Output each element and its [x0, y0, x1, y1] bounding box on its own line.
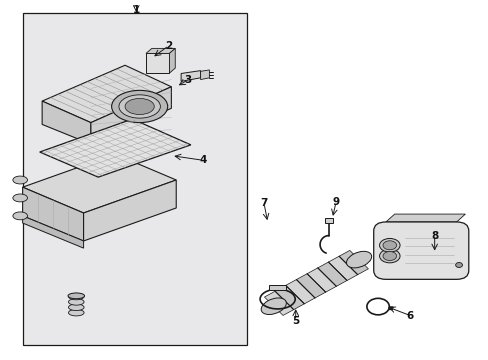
Ellipse shape [346, 251, 371, 268]
Polygon shape [317, 262, 346, 286]
FancyBboxPatch shape [373, 222, 468, 279]
Polygon shape [200, 70, 209, 80]
Polygon shape [268, 285, 286, 290]
Ellipse shape [379, 238, 399, 252]
Polygon shape [22, 13, 246, 345]
Text: 3: 3 [184, 75, 192, 85]
Ellipse shape [455, 262, 462, 267]
Ellipse shape [13, 176, 27, 184]
Text: 4: 4 [199, 155, 206, 165]
Ellipse shape [379, 249, 399, 263]
Polygon shape [146, 53, 169, 73]
Ellipse shape [125, 98, 154, 114]
Ellipse shape [119, 95, 160, 118]
Polygon shape [285, 279, 314, 304]
Ellipse shape [68, 293, 84, 300]
Ellipse shape [261, 298, 286, 315]
Ellipse shape [13, 194, 27, 202]
Ellipse shape [68, 310, 84, 316]
Text: 9: 9 [332, 197, 339, 207]
Ellipse shape [111, 90, 167, 123]
Polygon shape [181, 71, 200, 81]
Polygon shape [169, 48, 175, 73]
Ellipse shape [68, 304, 84, 311]
Ellipse shape [68, 299, 84, 305]
Polygon shape [306, 268, 336, 292]
Polygon shape [275, 285, 304, 310]
Text: 5: 5 [291, 316, 299, 325]
Ellipse shape [68, 293, 84, 299]
Polygon shape [385, 214, 465, 222]
Polygon shape [40, 119, 190, 177]
Polygon shape [83, 180, 176, 241]
Polygon shape [91, 87, 171, 144]
Ellipse shape [382, 252, 396, 261]
Polygon shape [296, 274, 325, 298]
Polygon shape [42, 101, 91, 144]
Polygon shape [338, 251, 367, 275]
Polygon shape [325, 218, 332, 223]
Polygon shape [328, 256, 357, 280]
Text: 8: 8 [430, 231, 437, 240]
Polygon shape [22, 154, 176, 213]
Polygon shape [146, 48, 175, 53]
Polygon shape [42, 65, 171, 123]
Polygon shape [22, 187, 83, 241]
Polygon shape [264, 291, 293, 315]
Text: 1: 1 [132, 5, 140, 15]
Text: 6: 6 [406, 311, 413, 320]
Text: 2: 2 [165, 41, 172, 50]
Ellipse shape [13, 212, 27, 220]
Ellipse shape [382, 241, 396, 250]
Text: 7: 7 [260, 198, 267, 208]
Polygon shape [22, 216, 83, 248]
